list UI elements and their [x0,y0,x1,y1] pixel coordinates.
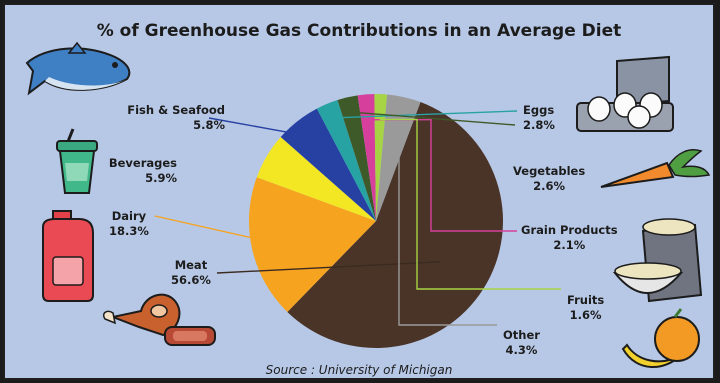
pie-slice-eggs [316,99,376,221]
chart-source: Source : University of Michigan [265,363,453,377]
leader-line-beverages [260,165,284,172]
egg-carton-icon [576,55,674,132]
pie-slice-other [376,94,421,221]
cup-icon [56,128,98,194]
leader-line-meat [216,261,441,274]
pie-slice-grain-products [357,94,376,221]
icon-layer [25,41,711,368]
label-fruits: Fruits 1.6% [567,293,605,322]
leader-line-other [397,127,497,326]
label-meat: Meat 56.6% [171,258,211,287]
fish-icon [25,41,131,96]
label-other: Other 4.3% [503,328,540,357]
label-fish-seafood: Fish & Seafood 5.8% [127,103,225,132]
leader-line-dairy [154,215,278,245]
label-beverages: Beverages 5.9% [108,156,177,185]
label-eggs: Eggs 2.8% [523,103,555,132]
label-grain-products: Grain Products 2.1% [521,223,618,252]
pie-slice-fruits [374,93,388,221]
leader-line-eggs [332,110,518,119]
pie-slice-meat [287,102,504,349]
leader-line-fish-seafood [208,117,310,137]
chart-title: % of Greenhouse Gas Contributions in an … [96,21,622,41]
leader-line-vegetables [350,111,516,126]
milk-jug-icon [42,210,94,302]
pie-slice-dairy [249,177,376,312]
leader-line-fruits [379,118,561,290]
pie-slice-vegetables [337,95,376,221]
label-vegetables: Vegetables 2.6% [513,164,586,193]
grain-sack-icon [612,218,703,303]
meat-icon [102,293,216,346]
infographic-panel: % of Greenhouse Gas Contributions in an … [3,3,715,380]
carrot-icon [600,149,711,188]
pie-chart [154,93,561,349]
label-dairy: Dairy 18.3% [109,209,149,238]
fruit-icon [621,308,700,368]
pie-slice-beverages [256,137,376,221]
pie-slice-fish-seafood [280,108,376,221]
